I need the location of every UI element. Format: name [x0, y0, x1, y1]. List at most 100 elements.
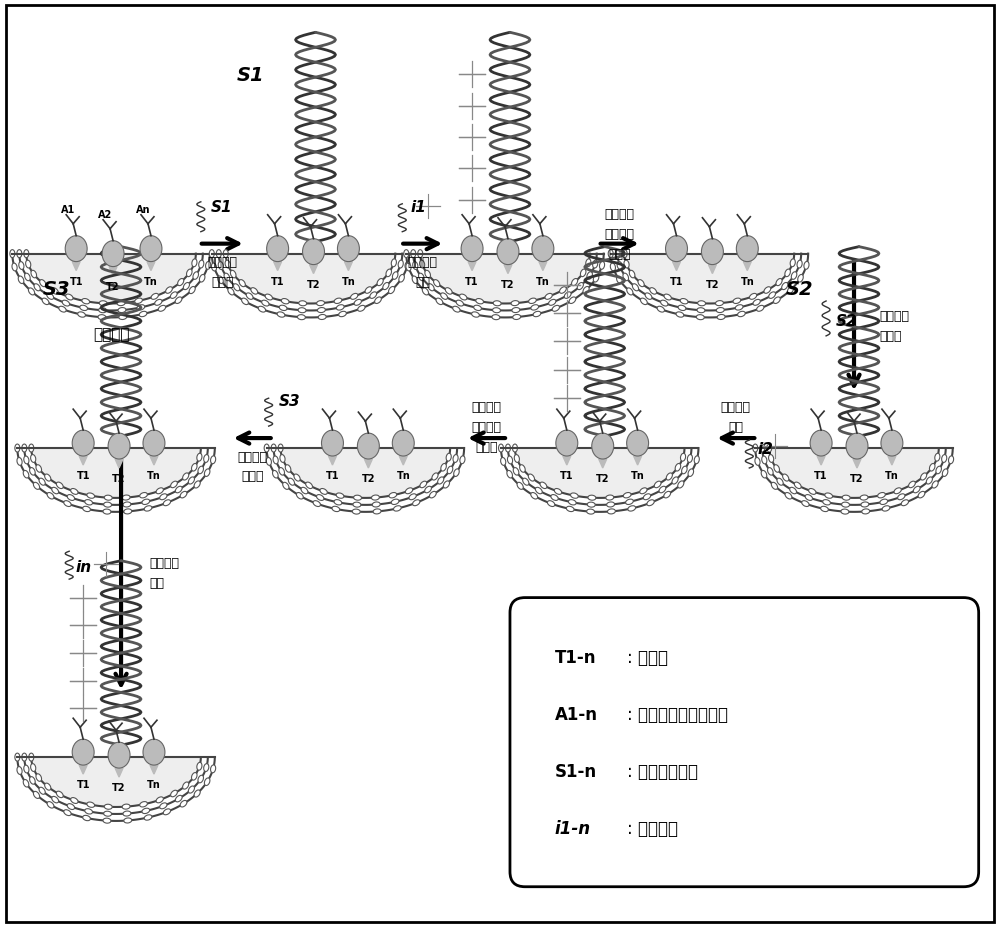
Ellipse shape: [682, 467, 687, 474]
Text: An: An: [136, 204, 150, 214]
Ellipse shape: [318, 316, 326, 320]
Ellipse shape: [418, 251, 423, 258]
Ellipse shape: [391, 499, 399, 505]
Ellipse shape: [51, 289, 58, 295]
Ellipse shape: [862, 509, 870, 514]
Polygon shape: [328, 457, 336, 466]
Ellipse shape: [103, 818, 111, 823]
Ellipse shape: [82, 299, 90, 304]
Ellipse shape: [334, 299, 342, 304]
Ellipse shape: [698, 302, 706, 306]
Ellipse shape: [278, 445, 283, 453]
Ellipse shape: [199, 275, 205, 283]
Ellipse shape: [122, 805, 130, 809]
Polygon shape: [539, 263, 547, 271]
Ellipse shape: [666, 237, 687, 263]
Polygon shape: [625, 254, 794, 304]
Ellipse shape: [659, 486, 666, 494]
Ellipse shape: [735, 305, 743, 311]
Ellipse shape: [144, 815, 152, 820]
Ellipse shape: [935, 454, 940, 461]
Ellipse shape: [531, 305, 539, 311]
Ellipse shape: [664, 492, 671, 498]
Text: T2: T2: [706, 279, 719, 290]
Ellipse shape: [104, 811, 112, 817]
Ellipse shape: [87, 494, 95, 498]
Ellipse shape: [99, 308, 107, 314]
Polygon shape: [599, 459, 607, 469]
Ellipse shape: [798, 275, 803, 283]
Ellipse shape: [199, 261, 204, 269]
Ellipse shape: [762, 457, 767, 464]
Ellipse shape: [28, 289, 35, 296]
Ellipse shape: [99, 302, 107, 306]
Ellipse shape: [878, 493, 885, 498]
Ellipse shape: [825, 494, 833, 498]
Ellipse shape: [17, 767, 22, 775]
Ellipse shape: [624, 261, 629, 269]
Ellipse shape: [178, 279, 184, 287]
Ellipse shape: [194, 482, 200, 488]
Ellipse shape: [211, 765, 216, 773]
Ellipse shape: [183, 473, 189, 481]
Ellipse shape: [532, 237, 554, 263]
Ellipse shape: [108, 742, 130, 768]
Ellipse shape: [545, 294, 552, 300]
Text: T2: T2: [112, 473, 126, 483]
Ellipse shape: [104, 805, 112, 809]
Ellipse shape: [351, 294, 358, 300]
Polygon shape: [310, 265, 318, 275]
Ellipse shape: [224, 274, 230, 281]
Ellipse shape: [643, 495, 651, 500]
Ellipse shape: [383, 283, 389, 290]
Ellipse shape: [566, 507, 574, 512]
Ellipse shape: [47, 802, 54, 808]
Ellipse shape: [334, 500, 342, 506]
Ellipse shape: [805, 495, 813, 501]
Text: 信号放大: 信号放大: [237, 450, 267, 463]
Ellipse shape: [156, 488, 163, 495]
Ellipse shape: [102, 241, 124, 267]
Ellipse shape: [453, 307, 460, 313]
Ellipse shape: [170, 292, 177, 299]
Ellipse shape: [580, 270, 586, 277]
Polygon shape: [515, 448, 684, 498]
Polygon shape: [853, 459, 861, 469]
Ellipse shape: [461, 237, 483, 263]
Ellipse shape: [587, 509, 595, 514]
Text: 荧光探针: 荧光探针: [149, 556, 179, 569]
Ellipse shape: [353, 503, 361, 508]
Ellipse shape: [512, 445, 517, 453]
Ellipse shape: [697, 308, 705, 314]
Ellipse shape: [17, 251, 22, 258]
Ellipse shape: [218, 263, 223, 270]
Ellipse shape: [533, 312, 541, 317]
Ellipse shape: [547, 501, 555, 507]
Ellipse shape: [776, 279, 782, 287]
Ellipse shape: [52, 488, 59, 495]
Ellipse shape: [267, 237, 289, 263]
Ellipse shape: [67, 804, 75, 809]
Ellipse shape: [15, 445, 20, 453]
Ellipse shape: [192, 464, 197, 471]
Ellipse shape: [434, 280, 440, 288]
Text: 交探针: 交探针: [608, 248, 631, 261]
Ellipse shape: [577, 283, 583, 290]
Ellipse shape: [717, 316, 725, 320]
Ellipse shape: [24, 457, 29, 464]
Ellipse shape: [258, 307, 266, 313]
Ellipse shape: [755, 458, 760, 466]
Ellipse shape: [22, 754, 27, 761]
Ellipse shape: [354, 300, 361, 306]
Ellipse shape: [71, 489, 78, 495]
Text: T1: T1: [271, 277, 284, 286]
Ellipse shape: [39, 787, 45, 794]
Ellipse shape: [432, 473, 438, 481]
Ellipse shape: [281, 299, 289, 304]
Ellipse shape: [192, 773, 197, 780]
Polygon shape: [504, 265, 512, 275]
Ellipse shape: [19, 263, 24, 270]
Ellipse shape: [180, 492, 187, 498]
Ellipse shape: [794, 483, 801, 489]
Polygon shape: [673, 263, 680, 271]
